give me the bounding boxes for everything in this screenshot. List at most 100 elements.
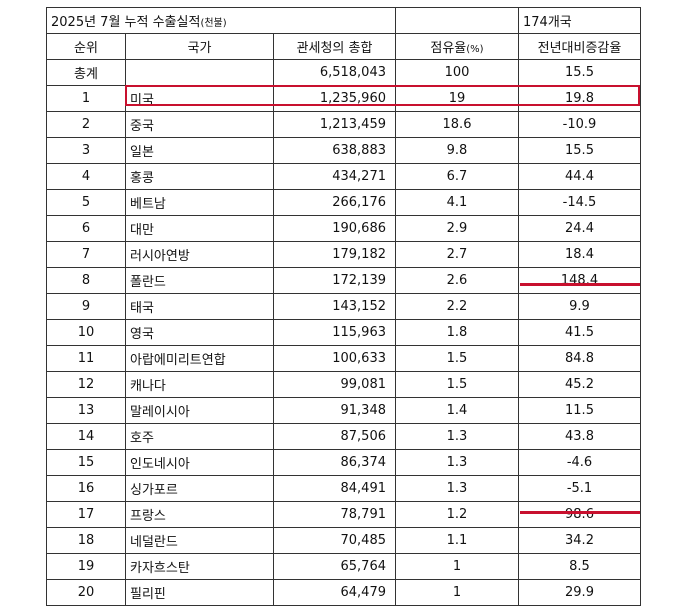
title-empty-cell [395, 7, 519, 34]
cell-share: 18.6 [395, 111, 519, 138]
cell-share: 4.1 [395, 189, 519, 216]
cell-share: 1 [395, 579, 519, 606]
cell-country: 홍콩 [125, 163, 274, 190]
cell-rank: 3 [46, 137, 126, 164]
cell-growth: 29.9 [518, 579, 641, 606]
cell-growth: -10.9 [518, 111, 641, 138]
table-row: 5 베트남 266,176 4.1 -14.5 [46, 189, 641, 216]
cell-country: 영국 [125, 319, 274, 346]
cell-rank: 14 [46, 423, 126, 450]
cell-rank: 18 [46, 527, 126, 554]
cell-country: 싱가포르 [125, 475, 274, 502]
table-title: 2025년 7월 누적 수출실적(천불) [46, 7, 396, 34]
cell-value: 1,235,960 [273, 85, 396, 112]
cell-rank: 10 [46, 319, 126, 346]
table-row: 20 필리핀 64,479 1 29.9 [46, 579, 641, 606]
cell-value: 143,152 [273, 293, 396, 320]
header-share-unit: (%) [466, 44, 484, 55]
table-row: 4 홍콩 434,271 6.7 44.4 [46, 163, 641, 190]
cell-share: 2.6 [395, 267, 519, 294]
cell-value: 84,491 [273, 475, 396, 502]
total-rank: 총계 [46, 59, 126, 86]
cell-rank: 1 [46, 85, 126, 112]
total-row: 총계 6,518,043 100 15.5 [46, 59, 641, 86]
cell-growth: 98.6 [518, 501, 641, 528]
title-main: 2025년 7월 누적 수출실적 [51, 15, 201, 30]
cell-value: 86,374 [273, 449, 396, 476]
cell-value: 91,348 [273, 397, 396, 424]
table-row: 6 대만 190,686 2.9 24.4 [46, 215, 641, 242]
cell-share: 1.1 [395, 527, 519, 554]
cell-rank: 11 [46, 345, 126, 372]
table-row: 14 호주 87,506 1.3 43.8 [46, 423, 641, 450]
cell-growth: 44.4 [518, 163, 641, 190]
cell-growth: 9.9 [518, 293, 641, 320]
table-row: 1 미국 1,235,960 19 19.8 [46, 85, 641, 112]
cell-growth: 34.2 [518, 527, 641, 554]
cell-value: 172,139 [273, 267, 396, 294]
total-country [125, 59, 274, 86]
title-unit: (천불) [200, 18, 227, 29]
cell-growth: 8.5 [518, 553, 641, 580]
cell-value: 266,176 [273, 189, 396, 216]
table-row: 16 싱가포르 84,491 1.3 -5.1 [46, 475, 641, 502]
table-row: 2 중국 1,213,459 18.6 -10.9 [46, 111, 641, 138]
cell-share: 1.2 [395, 501, 519, 528]
cell-country: 인도네시아 [125, 449, 274, 476]
cell-country: 러시아연방 [125, 241, 274, 268]
cell-country: 베트남 [125, 189, 274, 216]
header-rank: 순위 [46, 33, 126, 60]
export-table: 2025년 7월 누적 수출실적(천불) 174개국 순위 국가 관세청의 총합… [46, 7, 641, 606]
header-growth: 전년대비증감율 [518, 33, 641, 60]
total-share: 100 [395, 59, 519, 86]
table-row: 15 인도네시아 86,374 1.3 -4.6 [46, 449, 641, 476]
header-share: 점유율(%) [395, 33, 519, 60]
table-row: 13 말레이시아 91,348 1.4 11.5 [46, 397, 641, 424]
cell-country: 중국 [125, 111, 274, 138]
cell-country: 일본 [125, 137, 274, 164]
cell-rank: 17 [46, 501, 126, 528]
cell-rank: 2 [46, 111, 126, 138]
cell-growth: 45.2 [518, 371, 641, 398]
cell-growth: 15.5 [518, 137, 641, 164]
cell-rank: 12 [46, 371, 126, 398]
cell-rank: 6 [46, 215, 126, 242]
country-count: 174개국 [518, 7, 641, 34]
total-value: 6,518,043 [273, 59, 396, 86]
cell-value: 115,963 [273, 319, 396, 346]
cell-value: 638,883 [273, 137, 396, 164]
cell-growth: 148.4 [518, 267, 641, 294]
cell-share: 2.9 [395, 215, 519, 242]
cell-share: 9.8 [395, 137, 519, 164]
cell-country: 호주 [125, 423, 274, 450]
cell-share: 19 [395, 85, 519, 112]
header-row: 순위 국가 관세청의 총합 점유율(%) 전년대비증감율 [46, 33, 641, 60]
table-row: 7 러시아연방 179,182 2.7 18.4 [46, 241, 641, 268]
cell-country: 캐나다 [125, 371, 274, 398]
table-row: 9 태국 143,152 2.2 9.9 [46, 293, 641, 320]
table-row: 12 캐나다 99,081 1.5 45.2 [46, 371, 641, 398]
cell-share: 1.3 [395, 475, 519, 502]
cell-share: 1.5 [395, 371, 519, 398]
cell-rank: 4 [46, 163, 126, 190]
total-growth: 15.5 [518, 59, 641, 86]
cell-growth: -4.6 [518, 449, 641, 476]
cell-growth: 19.8 [518, 85, 641, 112]
cell-rank: 19 [46, 553, 126, 580]
cell-share: 1.4 [395, 397, 519, 424]
table-row: 10 영국 115,963 1.8 41.5 [46, 319, 641, 346]
cell-value: 100,633 [273, 345, 396, 372]
cell-share: 6.7 [395, 163, 519, 190]
cell-value: 64,479 [273, 579, 396, 606]
cell-rank: 7 [46, 241, 126, 268]
cell-country: 아랍에미리트연합 [125, 345, 274, 372]
cell-rank: 8 [46, 267, 126, 294]
cell-rank: 9 [46, 293, 126, 320]
cell-growth: -5.1 [518, 475, 641, 502]
cell-country: 필리핀 [125, 579, 274, 606]
cell-growth: 18.4 [518, 241, 641, 268]
cell-value: 1,213,459 [273, 111, 396, 138]
cell-country: 대만 [125, 215, 274, 242]
cell-growth: 24.4 [518, 215, 641, 242]
table-row: 17 프랑스 78,791 1.2 98.6 [46, 501, 641, 528]
